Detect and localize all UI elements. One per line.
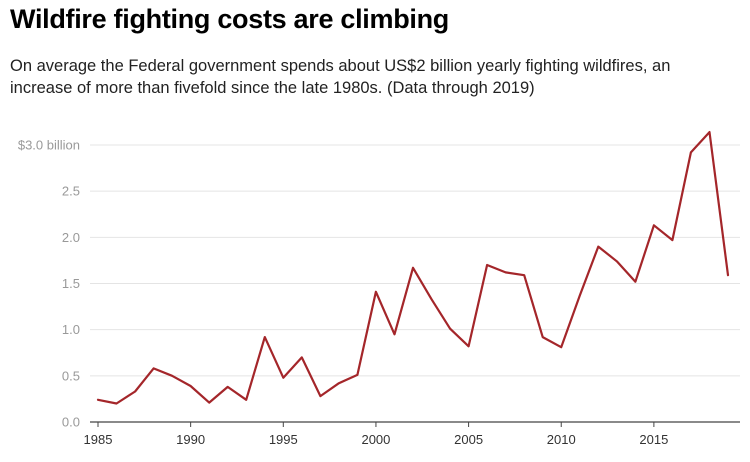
y-tick-label: 1.5 bbox=[62, 276, 80, 291]
axis-layer: 0.0 0.5 1.0 1.5 2.0 2.5 $3.0 billion 1985 1990 19… bbox=[18, 138, 668, 448]
grid-layer bbox=[90, 144, 740, 423]
y-tick-label: $3.0 billion bbox=[18, 138, 80, 153]
x-tick-label: 2000 bbox=[361, 432, 390, 447]
x-tick-label: 2005 bbox=[454, 432, 483, 447]
x-tick-label: 2015 bbox=[639, 432, 668, 447]
chart-subtitle: On average the Federal government spends… bbox=[10, 57, 671, 97]
y-tick-label: 1.0 bbox=[62, 322, 80, 337]
x-tick-label: 2010 bbox=[547, 432, 576, 447]
series-layer bbox=[96, 131, 730, 405]
y-tick-label: 0.0 bbox=[62, 415, 80, 430]
chart-title: Wildfire fighting costs are climbing bbox=[10, 4, 449, 34]
x-tick-label: 1985 bbox=[84, 432, 113, 447]
series-line bbox=[96, 131, 730, 405]
y-tick-label: 2.5 bbox=[62, 184, 80, 199]
x-tick-label: 1990 bbox=[176, 432, 205, 447]
x-tick-label: 1995 bbox=[269, 432, 298, 447]
y-tick-label: 2.0 bbox=[62, 230, 80, 245]
y-tick-label: 0.5 bbox=[62, 368, 80, 383]
